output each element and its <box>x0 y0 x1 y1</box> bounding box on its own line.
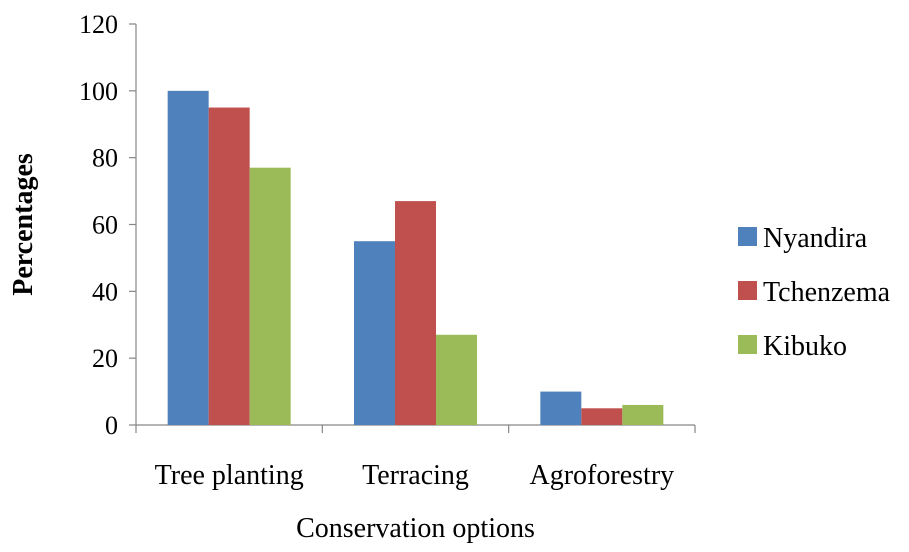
y-tick-label: 120 <box>79 10 118 39</box>
y-axis-title: Percentages <box>8 153 39 296</box>
legend-label-tchenzema: Tchenzema <box>763 277 891 308</box>
legend: Nyandira Tchenzema Kibuko <box>738 223 891 362</box>
bar-tchenzema-tree-planting <box>208 107 250 426</box>
y-tick-label: 80 <box>92 144 118 173</box>
bar-tchenzema-terracing <box>395 201 436 425</box>
y-tick-label: 0 <box>105 411 118 440</box>
legend-label-nyandira: Nyandira <box>763 223 868 254</box>
bar-kibuko-tree-planting <box>249 167 291 426</box>
legend-swatch-kibuko <box>738 335 757 354</box>
legend-label-kibuko: Kibuko <box>763 331 847 362</box>
x-category-label: Agroforestry <box>530 460 675 491</box>
legend-swatch-nyandira <box>738 227 757 246</box>
y-axis: 0 20 40 60 80 100 120 <box>79 10 137 440</box>
y-tick-label: 20 <box>92 344 118 373</box>
bar-tchenzema-agroforestry <box>581 408 623 425</box>
bar-kibuko-terracing <box>436 334 477 425</box>
bars <box>167 90 664 426</box>
bar-nyandira-agroforestry <box>540 391 582 425</box>
x-category-label: Tree planting <box>155 460 304 491</box>
bar-nyandira-terracing <box>354 241 395 425</box>
legend-swatch-tchenzema <box>738 281 757 300</box>
y-tick-label: 100 <box>79 77 118 106</box>
bar-nyandira-tree-planting <box>167 90 209 425</box>
bar-kibuko-agroforestry <box>622 404 664 425</box>
y-tick-label: 40 <box>92 277 118 306</box>
y-tick-label: 60 <box>92 211 118 240</box>
x-axis: Tree planting Terracing Agroforestry <box>135 424 696 491</box>
x-category-label: Terracing <box>362 460 469 491</box>
x-axis-title: Conservation options <box>296 513 535 544</box>
